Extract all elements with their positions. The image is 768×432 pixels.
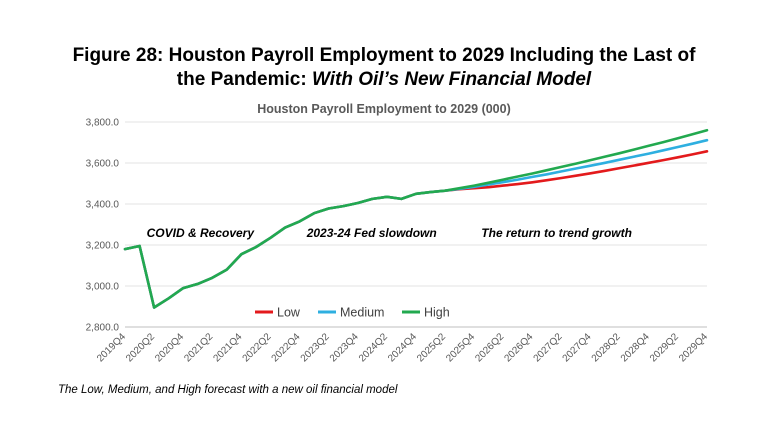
x-tick-label: 2020Q4 <box>153 331 186 364</box>
x-tick-label: 2027Q4 <box>561 331 594 364</box>
x-tick-label: 2029Q2 <box>648 331 681 364</box>
chart-annotation: COVID & Recovery <box>147 226 256 240</box>
figure-caption: The Low, Medium, and High forecast with … <box>58 384 398 396</box>
legend-label-low: Low <box>277 306 301 320</box>
x-tick-label: 2021Q2 <box>182 331 215 364</box>
x-tick-label: 2029Q4 <box>677 331 710 364</box>
y-axis-ticks: 2,800.0 3,000.0 3,200.0 3,400.0 3,600.0 3,800… <box>86 118 120 334</box>
figure-title: Figure 28: Houston Payroll Employment to… <box>0 44 768 92</box>
legend-label-high: High <box>424 306 450 320</box>
figure-title-line2-italic: With Oil’s New Financial Model <box>311 69 592 90</box>
annotations: COVID & Recovery 2023-24 Fed slowdown The … <box>147 226 632 240</box>
y-tick-label: 3,400.0 <box>86 200 120 211</box>
series-line-high <box>123 128 709 309</box>
x-tick-label: 2027Q2 <box>532 331 565 364</box>
x-tick-label: 2028Q4 <box>619 331 652 364</box>
x-tick-label: 2023Q4 <box>328 331 361 364</box>
y-tick-label: 3,200.0 <box>86 241 120 252</box>
x-tick-label: 2025Q4 <box>444 331 477 364</box>
x-tick-label: 2028Q2 <box>590 331 623 364</box>
chart-annotation: The return to trend growth <box>481 226 632 240</box>
x-tick-label: 2021Q4 <box>211 331 244 364</box>
series-lines <box>123 128 709 309</box>
chart-title: Houston Payroll Employment to 2029 (000) <box>257 102 511 116</box>
x-tick-label: 2019Q4 <box>95 331 128 364</box>
chart-annotation: 2023-24 Fed slowdown <box>306 226 437 240</box>
figure-title-line1: Figure 28: Houston Payroll Employment to… <box>72 45 696 66</box>
x-tick-label: 2023Q2 <box>299 331 332 364</box>
y-tick-label: 2,800.0 <box>86 323 120 334</box>
x-tick-label: 2020Q2 <box>124 331 157 364</box>
legend: Low Medium High <box>255 306 450 320</box>
x-tick-label: 2024Q2 <box>357 331 390 364</box>
x-tick-label: 2024Q4 <box>386 331 419 364</box>
x-axis-ticks: 2019Q42020Q22020Q42021Q22021Q42022Q22022… <box>95 331 710 364</box>
x-tick-label: 2026Q2 <box>473 331 506 364</box>
x-tick-label: 2025Q2 <box>415 331 448 364</box>
figure-title-line2: the Pandemic: With Oil’s New Financial M… <box>0 68 768 92</box>
y-tick-label: 3,800.0 <box>86 118 120 129</box>
x-tick-label: 2022Q4 <box>270 331 303 364</box>
figure-title-line2-plain: the Pandemic: <box>176 69 312 90</box>
legend-label-medium: Medium <box>340 306 384 320</box>
series-line-medium <box>123 138 709 309</box>
y-tick-label: 3,600.0 <box>86 159 120 170</box>
x-tick-label: 2022Q2 <box>241 331 274 364</box>
x-tick-label: 2026Q4 <box>502 331 535 364</box>
y-tick-label: 3,000.0 <box>86 282 120 293</box>
